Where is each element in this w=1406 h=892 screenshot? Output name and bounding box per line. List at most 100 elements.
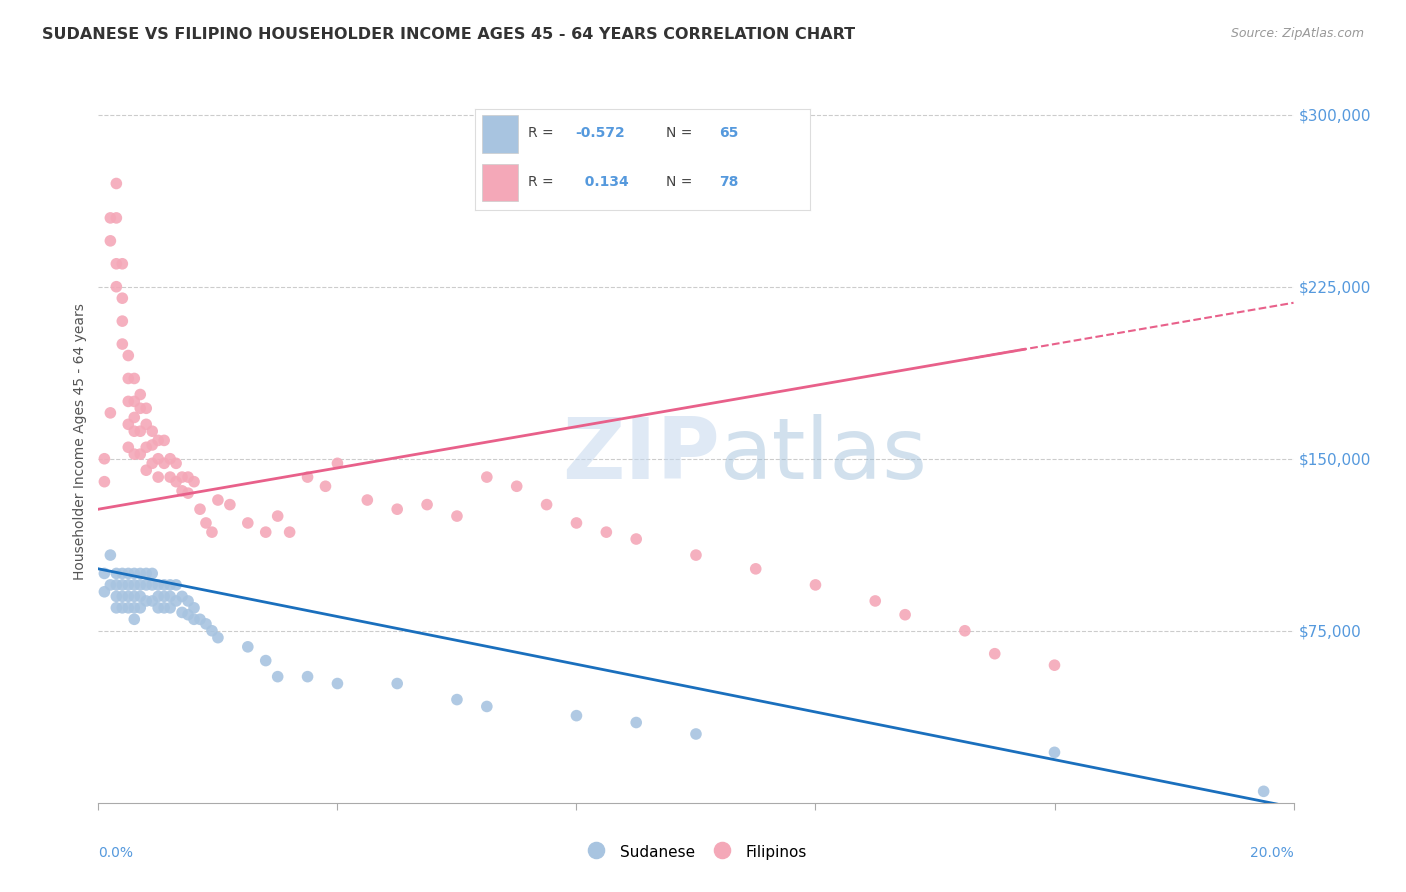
Point	[135, 440, 157, 454]
Point	[446, 692, 468, 706]
Point	[117, 440, 139, 454]
Point	[172, 483, 194, 498]
Point	[135, 417, 157, 432]
Point	[195, 616, 218, 631]
Text: Source: ZipAtlas.com: Source: ZipAtlas.com	[1230, 27, 1364, 40]
Point	[201, 525, 224, 540]
Point	[111, 257, 134, 271]
Point	[124, 424, 146, 438]
Point	[111, 600, 134, 615]
Point	[124, 612, 146, 626]
Point	[254, 525, 277, 540]
Point	[105, 600, 128, 615]
Point	[326, 676, 349, 690]
Point	[98, 234, 122, 248]
Point	[105, 279, 128, 293]
Point	[105, 578, 128, 592]
Point	[183, 600, 205, 615]
Point	[165, 578, 187, 592]
Point	[1253, 784, 1275, 798]
Point	[129, 401, 152, 416]
Point	[141, 438, 163, 452]
Point	[953, 624, 976, 638]
Point	[177, 470, 200, 484]
Point	[117, 578, 139, 592]
Point	[297, 670, 319, 684]
Point	[117, 371, 139, 385]
Point	[165, 594, 187, 608]
Point	[111, 578, 134, 592]
Point	[685, 548, 707, 562]
Point	[159, 578, 181, 592]
Point	[141, 578, 163, 592]
Point	[565, 708, 588, 723]
Point	[148, 470, 170, 484]
Point	[111, 337, 134, 351]
Point	[984, 647, 1007, 661]
Point	[153, 456, 176, 470]
Point	[117, 417, 139, 432]
Point	[141, 594, 163, 608]
Point	[565, 516, 588, 530]
Point	[177, 486, 200, 500]
Point	[195, 516, 218, 530]
Point	[385, 502, 409, 516]
Point	[685, 727, 707, 741]
Point	[105, 211, 128, 225]
Point	[159, 600, 181, 615]
Point	[172, 470, 194, 484]
Point	[236, 640, 259, 654]
Point	[124, 578, 146, 592]
Point	[153, 434, 176, 448]
Point	[135, 463, 157, 477]
Point	[267, 670, 290, 684]
Point	[894, 607, 917, 622]
Point	[148, 600, 170, 615]
Point	[416, 498, 439, 512]
Point	[506, 479, 529, 493]
Point	[124, 600, 146, 615]
Point	[105, 590, 128, 604]
Point	[129, 578, 152, 592]
Point	[207, 493, 229, 508]
Point	[356, 493, 378, 508]
Point	[446, 509, 468, 524]
Point	[93, 584, 115, 599]
Point	[326, 456, 349, 470]
Point	[183, 612, 205, 626]
Point	[177, 594, 200, 608]
Point	[148, 451, 170, 466]
Point	[201, 624, 224, 638]
Point	[135, 401, 157, 416]
Point	[141, 456, 163, 470]
Point	[165, 456, 187, 470]
Point	[254, 654, 277, 668]
Point	[172, 606, 194, 620]
Point	[865, 594, 887, 608]
Point	[124, 590, 146, 604]
Point	[124, 447, 146, 461]
Point	[111, 566, 134, 581]
Point	[159, 590, 181, 604]
Point	[129, 566, 152, 581]
Point	[129, 600, 152, 615]
Point	[626, 715, 648, 730]
Point	[111, 314, 134, 328]
Point	[135, 578, 157, 592]
Point	[595, 525, 617, 540]
Point	[124, 371, 146, 385]
Y-axis label: Householder Income Ages 45 - 64 years: Householder Income Ages 45 - 64 years	[73, 303, 87, 580]
Point	[177, 607, 200, 622]
Point	[267, 509, 290, 524]
Point	[135, 566, 157, 581]
Point	[129, 590, 152, 604]
Point	[105, 566, 128, 581]
Point	[165, 475, 187, 489]
Point	[153, 578, 176, 592]
Point	[105, 257, 128, 271]
Point	[124, 410, 146, 425]
Point	[148, 590, 170, 604]
Point	[475, 699, 498, 714]
Text: 20.0%: 20.0%	[1250, 847, 1294, 860]
Point	[1043, 658, 1066, 673]
